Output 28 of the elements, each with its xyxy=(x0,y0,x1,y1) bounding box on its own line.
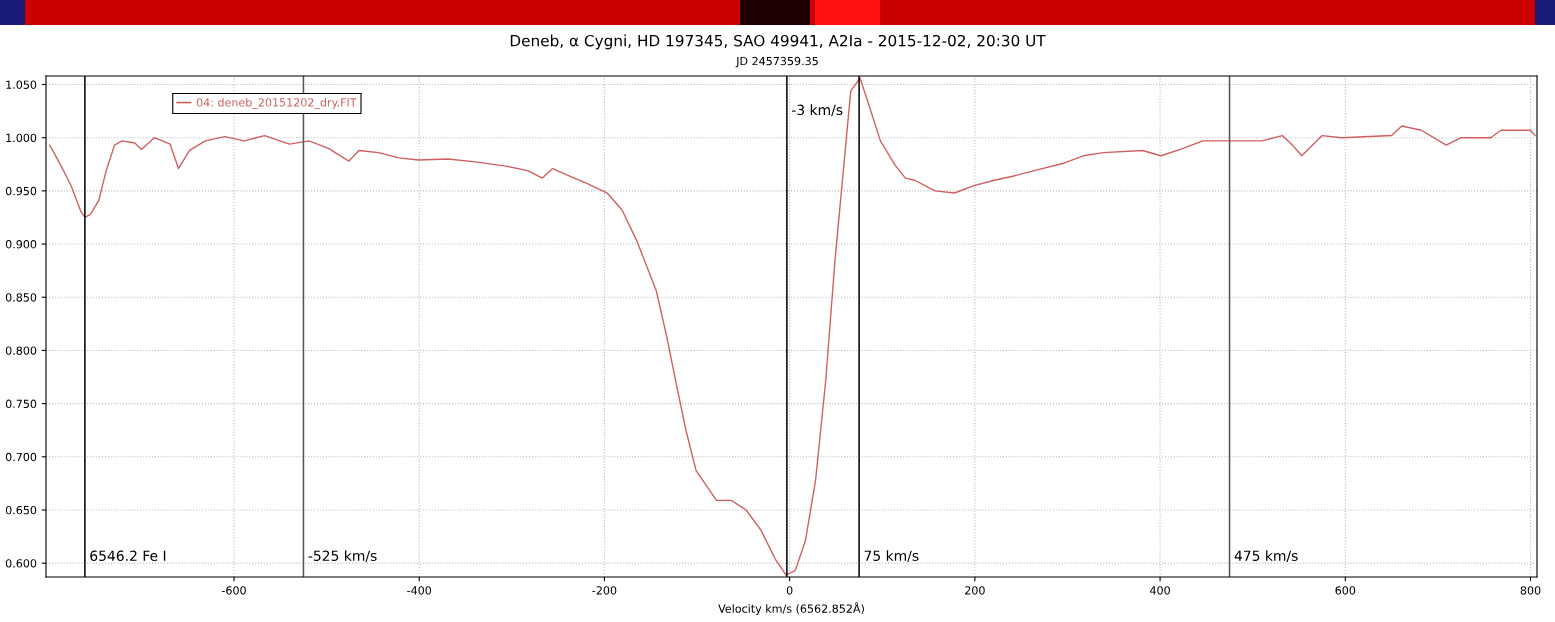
x-axis-title: Velocity km/s (6562.852Å) xyxy=(718,602,864,615)
ref-line-label: 6546.2 Fe I xyxy=(90,550,166,561)
line-series xyxy=(49,77,1536,576)
x-tick-label: 600 xyxy=(1335,586,1356,595)
y-tick-label: 0.700 xyxy=(5,452,37,462)
y-tick-label: 0.600 xyxy=(5,559,37,568)
x-tick-label: 800 xyxy=(1520,586,1541,595)
y-tick-label: 0.850 xyxy=(5,293,37,302)
x-tick-label: 200 xyxy=(965,586,985,595)
x-tick-label: 400 xyxy=(1150,586,1170,595)
x-tick-label: -400 xyxy=(407,586,432,595)
x-tick-label: -200 xyxy=(592,586,617,595)
y-tick-label: 0.650 xyxy=(5,505,37,515)
x-tick-label: 0 xyxy=(786,586,793,595)
y-tick-label: 0.900 xyxy=(5,240,37,249)
y-tick-label: 0.750 xyxy=(5,399,37,408)
legend-label: 04: deneb_20151202_dry.FIT xyxy=(196,97,357,110)
ref-line-label: 75 km/s xyxy=(864,550,919,563)
ref-line-label: -525 km/s xyxy=(308,550,377,563)
chart-title: Deneb, α Cygni, HD 197345, SAO 49941, A2Ia - 2015-12-02, 20:30 UT xyxy=(510,34,1046,50)
y-tick-label: 0.950 xyxy=(5,186,37,196)
y-tick-label: 0.800 xyxy=(5,346,37,355)
ref-line-label: 475 km/s xyxy=(1234,550,1298,563)
y-tick-label: 1.050 xyxy=(6,80,37,89)
chart-subtitle: JD 2457359.35 xyxy=(735,56,818,68)
x-tick-label: -600 xyxy=(221,586,246,595)
ref-line-label: -3 km/s xyxy=(791,104,843,117)
y-tick-label: 1.000 xyxy=(6,133,37,143)
